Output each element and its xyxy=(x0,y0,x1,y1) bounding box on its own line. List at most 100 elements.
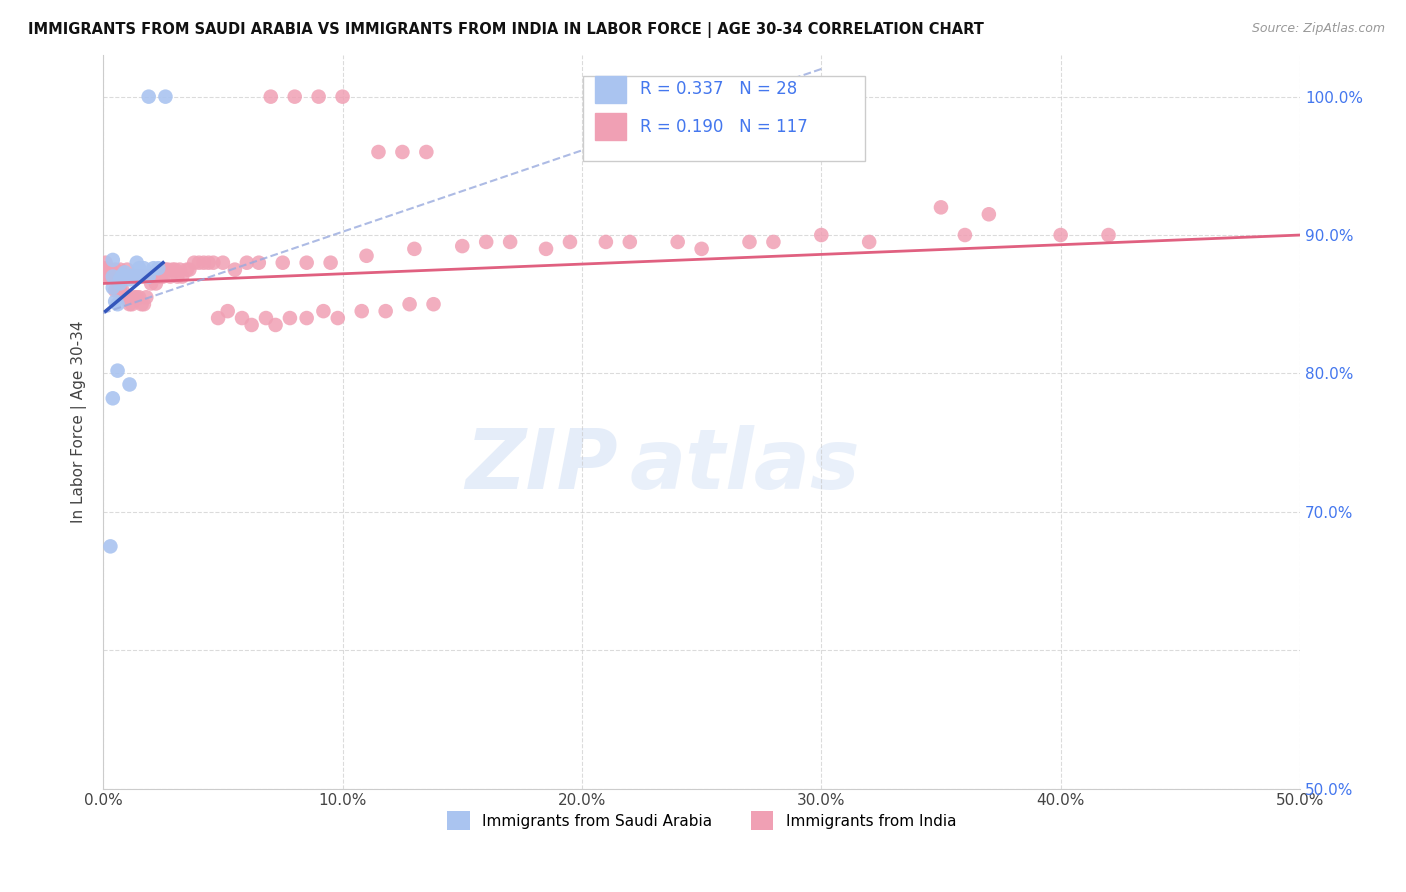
Point xyxy=(278,311,301,326)
Point xyxy=(104,269,127,284)
Point xyxy=(159,269,181,284)
Point xyxy=(101,269,124,284)
Point xyxy=(295,311,318,326)
Point xyxy=(124,268,146,282)
Point xyxy=(534,242,557,256)
Point xyxy=(391,145,413,159)
Point xyxy=(94,267,117,281)
Legend: Immigrants from Saudi Arabia, Immigrants from India: Immigrants from Saudi Arabia, Immigrants… xyxy=(441,805,962,836)
Point xyxy=(139,269,162,284)
Point xyxy=(121,297,143,311)
Point xyxy=(107,297,129,311)
Point xyxy=(247,256,270,270)
Text: Source: ZipAtlas.com: Source: ZipAtlas.com xyxy=(1251,22,1385,36)
Point xyxy=(132,297,155,311)
Point xyxy=(217,304,239,318)
Point xyxy=(977,207,1000,221)
Point xyxy=(118,377,141,392)
Point xyxy=(179,262,201,277)
Point xyxy=(1049,227,1071,242)
Point xyxy=(108,277,131,291)
Point xyxy=(148,261,170,276)
Point xyxy=(108,284,131,298)
Point xyxy=(108,277,131,291)
Point xyxy=(107,269,129,284)
Point xyxy=(100,269,122,284)
Point xyxy=(94,261,117,276)
Point xyxy=(108,262,131,277)
Point xyxy=(111,284,134,298)
Point xyxy=(101,269,124,284)
Point xyxy=(107,364,129,378)
Point xyxy=(125,290,148,304)
Point xyxy=(107,284,129,298)
Point xyxy=(929,200,952,214)
Point xyxy=(101,269,124,284)
Point xyxy=(118,269,141,284)
Point xyxy=(118,297,141,311)
Point xyxy=(666,235,689,249)
Point xyxy=(183,256,205,270)
Point xyxy=(118,272,141,286)
Point xyxy=(858,235,880,249)
Point xyxy=(114,265,136,279)
Point xyxy=(271,256,294,270)
Point xyxy=(101,280,124,294)
Point xyxy=(236,256,259,270)
Point xyxy=(128,290,150,304)
Point xyxy=(124,290,146,304)
Point xyxy=(188,256,211,270)
Point xyxy=(104,284,127,298)
Point xyxy=(145,277,167,291)
Point xyxy=(131,269,153,284)
Point xyxy=(138,89,160,103)
Point xyxy=(148,269,170,284)
Point xyxy=(155,262,177,277)
Point xyxy=(319,256,342,270)
Point xyxy=(115,290,138,304)
Point xyxy=(762,235,785,249)
Point xyxy=(100,262,122,277)
Point xyxy=(207,311,229,326)
Point xyxy=(101,252,124,267)
Point xyxy=(115,269,138,284)
Point xyxy=(108,272,131,286)
Point xyxy=(125,256,148,270)
Point xyxy=(115,262,138,277)
Point xyxy=(163,262,186,277)
Point xyxy=(367,145,389,159)
Point xyxy=(97,262,120,277)
Point xyxy=(155,89,177,103)
Point xyxy=(953,227,976,242)
Point xyxy=(138,269,160,284)
Point xyxy=(415,145,437,159)
Point xyxy=(162,262,184,277)
Point xyxy=(240,318,263,332)
Point xyxy=(156,262,179,277)
Point xyxy=(332,89,354,103)
Point xyxy=(738,235,761,249)
Point xyxy=(326,311,349,326)
Point xyxy=(100,540,122,554)
Text: R = 0.337   N = 28: R = 0.337 N = 28 xyxy=(640,80,797,98)
Point xyxy=(101,269,124,284)
Point xyxy=(152,269,174,284)
Point xyxy=(295,256,318,270)
Text: atlas: atlas xyxy=(630,425,860,507)
Point xyxy=(254,311,277,326)
Point xyxy=(398,297,420,311)
Point xyxy=(810,227,832,242)
Point xyxy=(138,269,160,284)
Point xyxy=(115,269,138,284)
Point xyxy=(124,269,146,284)
Point xyxy=(131,297,153,311)
Point xyxy=(139,277,162,291)
Y-axis label: In Labor Force | Age 30-34: In Labor Force | Age 30-34 xyxy=(72,320,87,523)
Point xyxy=(94,256,117,270)
Point xyxy=(128,269,150,284)
Point xyxy=(121,269,143,284)
Point xyxy=(1097,227,1119,242)
Point xyxy=(138,269,160,284)
Point xyxy=(142,269,165,284)
Point xyxy=(350,304,373,318)
